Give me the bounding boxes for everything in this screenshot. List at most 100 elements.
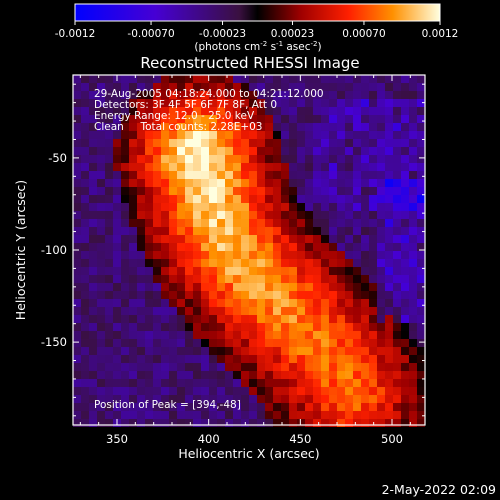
heatmap-cell xyxy=(273,115,281,123)
heatmap-cell xyxy=(153,307,161,315)
heatmap-cell xyxy=(113,203,121,211)
heatmap-cell xyxy=(225,147,233,155)
heatmap-cell xyxy=(361,179,369,187)
heatmap-cell xyxy=(217,211,225,219)
heatmap-cell xyxy=(217,379,225,387)
heatmap-cell xyxy=(345,323,353,331)
heatmap-cell xyxy=(369,83,377,91)
heatmap-cell xyxy=(337,419,345,427)
heatmap-cell xyxy=(121,195,129,203)
heatmap-cell xyxy=(121,211,129,219)
heatmap-cell xyxy=(193,203,201,211)
heatmap-cell xyxy=(297,411,305,419)
heatmap-cell xyxy=(289,403,297,411)
heatmap-cell xyxy=(337,211,345,219)
heatmap-cell xyxy=(137,267,145,275)
heatmap-cell xyxy=(385,251,393,259)
heatmap-cell xyxy=(393,363,401,371)
heatmap-cell xyxy=(369,331,377,339)
heatmap-cell xyxy=(81,147,89,155)
heatmap-cell xyxy=(145,355,153,363)
heatmap-cell xyxy=(313,315,321,323)
heatmap-cell xyxy=(257,131,265,139)
heatmap-cell xyxy=(361,379,369,387)
heatmap-cell xyxy=(297,219,305,227)
heatmap-cell xyxy=(337,307,345,315)
heatmap-cell xyxy=(145,123,153,131)
heatmap-cell xyxy=(129,235,137,243)
heatmap-cell xyxy=(281,227,289,235)
heatmap-cell xyxy=(321,299,329,307)
heatmap-cell xyxy=(81,179,89,187)
heatmap-cell xyxy=(241,403,249,411)
heatmap-cell xyxy=(113,315,121,323)
heatmap-cell xyxy=(393,275,401,283)
heatmap-cell xyxy=(89,195,97,203)
heatmap-cell xyxy=(177,251,185,259)
heatmap-cell xyxy=(297,163,305,171)
heatmap-cell xyxy=(73,347,81,355)
heatmap-cell xyxy=(73,235,81,243)
heatmap-cell xyxy=(401,75,409,83)
heatmap-cell xyxy=(385,323,393,331)
heatmap-cell xyxy=(113,83,121,91)
heatmap-cell xyxy=(89,291,97,299)
heatmap-cell xyxy=(297,115,305,123)
heatmap-cell xyxy=(233,243,241,251)
heatmap-cell xyxy=(289,379,297,387)
heatmap-cell xyxy=(153,211,161,219)
heatmap-cell xyxy=(209,275,217,283)
heatmap-cell xyxy=(145,219,153,227)
heatmap-cell xyxy=(241,331,249,339)
heatmap-cell xyxy=(169,139,177,147)
heatmap-cell xyxy=(393,235,401,243)
heatmap-cell xyxy=(81,251,89,259)
heatmap-cell xyxy=(337,355,345,363)
heatmap-cell xyxy=(401,291,409,299)
heatmap-cell xyxy=(73,227,81,235)
heatmap-cell xyxy=(289,331,297,339)
heatmap-cell xyxy=(105,259,113,267)
heatmap-cell xyxy=(353,371,361,379)
heatmap-cell xyxy=(353,203,361,211)
heatmap-cell xyxy=(401,387,409,395)
heatmap-cell xyxy=(161,211,169,219)
heatmap-cell xyxy=(361,155,369,163)
heatmap-cell xyxy=(401,395,409,403)
heatmap-cell xyxy=(177,139,185,147)
heatmap-cell xyxy=(361,107,369,115)
heatmap-cell xyxy=(97,371,105,379)
heatmap-cell xyxy=(241,323,249,331)
heatmap-cell xyxy=(169,331,177,339)
heatmap-cell xyxy=(345,83,353,91)
heatmap-cell xyxy=(81,131,89,139)
heatmap-cell xyxy=(81,99,89,107)
heatmap-cell xyxy=(161,203,169,211)
heatmap-cell xyxy=(353,251,361,259)
heatmap-cell xyxy=(281,339,289,347)
heatmap-cell xyxy=(89,203,97,211)
heatmap-cell xyxy=(273,347,281,355)
heatmap-cell xyxy=(169,259,177,267)
heatmap-cell xyxy=(257,155,265,163)
heatmap-cell xyxy=(345,403,353,411)
heatmap-cell xyxy=(233,211,241,219)
heatmap-cell xyxy=(257,163,265,171)
heatmap-cell xyxy=(361,139,369,147)
heatmap-cell xyxy=(393,323,401,331)
heatmap-cell xyxy=(161,115,169,123)
heatmap-cell xyxy=(193,211,201,219)
heatmap-cell xyxy=(177,163,185,171)
heatmap-cell xyxy=(417,387,425,395)
heatmap-cell xyxy=(377,219,385,227)
heatmap-cell xyxy=(153,243,161,251)
heatmap-cell xyxy=(377,107,385,115)
heatmap-cell xyxy=(369,339,377,347)
heatmap-cell xyxy=(81,395,89,403)
heatmap-cell xyxy=(273,371,281,379)
heatmap-cell xyxy=(225,75,233,83)
heatmap-cell xyxy=(225,123,233,131)
heatmap-cell xyxy=(329,243,337,251)
heatmap-cell xyxy=(249,403,257,411)
heatmap-cell xyxy=(257,115,265,123)
